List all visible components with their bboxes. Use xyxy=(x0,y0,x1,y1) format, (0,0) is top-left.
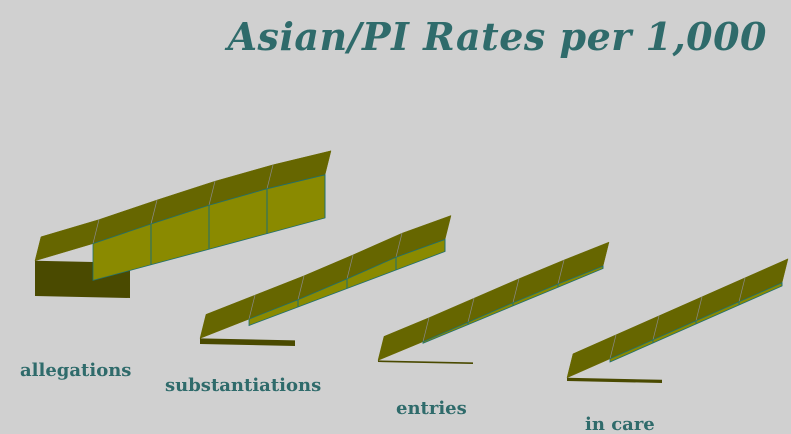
ribbon-grid-line xyxy=(422,317,430,342)
ribbon-grid-line xyxy=(297,275,305,300)
ribbon-grid-line xyxy=(150,199,158,225)
category-label-0: allegations xyxy=(20,360,131,381)
ribbon-grid-line xyxy=(92,219,100,244)
ribbon-grid-line xyxy=(395,233,403,258)
ribbon-grid-line xyxy=(652,315,660,340)
ribbon-grid-line xyxy=(248,295,256,320)
category-labels-layer: allegations substantiations entries in care xyxy=(20,360,655,434)
ribbon-3 xyxy=(566,258,789,383)
ribbon-grid-line xyxy=(557,259,565,285)
category-label-3: in care xyxy=(585,414,655,434)
ribbon-top xyxy=(566,258,789,379)
ribbon-0 xyxy=(34,150,332,298)
ribbon-grid-line xyxy=(346,254,354,279)
ribbon-grid-line xyxy=(208,181,216,206)
category-label-2: entries xyxy=(396,398,467,419)
ribbon-front xyxy=(200,338,295,346)
chart-title: Asian/PI Rates per 1,000 xyxy=(227,14,767,59)
ribbon-grid-line xyxy=(266,164,274,189)
category-label-1: substantiations xyxy=(165,375,321,396)
ribbon-front xyxy=(567,377,662,383)
ribbon-grid-line xyxy=(467,298,475,323)
ribbon-grid-line xyxy=(512,278,520,303)
ribbon-grid-line xyxy=(609,334,617,359)
ribbon-front xyxy=(378,360,473,364)
ribbon-grid-line xyxy=(738,277,746,302)
ribbon-2 xyxy=(377,241,610,364)
ribbon-grid-line xyxy=(695,296,703,321)
ribbons-layer xyxy=(34,150,789,383)
ribbon-1 xyxy=(199,215,452,346)
